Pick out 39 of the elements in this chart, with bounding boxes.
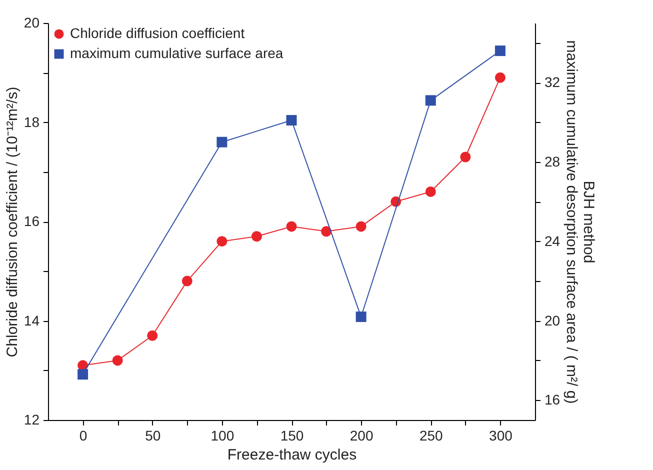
y2-tick-label: 16 bbox=[544, 392, 560, 408]
point bbox=[216, 136, 228, 148]
point bbox=[321, 226, 332, 237]
point bbox=[425, 186, 436, 197]
x-tick-label: 0 bbox=[79, 428, 88, 444]
point bbox=[460, 152, 471, 162]
point bbox=[112, 355, 123, 366]
x-tick-label: 150 bbox=[280, 428, 304, 444]
y2-tick-label: 20 bbox=[544, 312, 560, 328]
point bbox=[216, 236, 228, 247]
y-tick-label: 16 bbox=[24, 213, 40, 229]
point bbox=[494, 46, 506, 56]
point bbox=[356, 312, 366, 322]
x-tick-label: 50 bbox=[145, 428, 161, 444]
point bbox=[494, 72, 506, 83]
y-tick-label: 20 bbox=[24, 14, 40, 30]
x-tick-label: 300 bbox=[489, 428, 513, 444]
y2-tick-label: 24 bbox=[544, 232, 560, 249]
point bbox=[425, 95, 436, 106]
y-tick-label: 14 bbox=[24, 312, 40, 328]
point bbox=[78, 369, 88, 380]
point bbox=[286, 221, 297, 232]
legend-label: Chloride diffusion coefficient bbox=[70, 25, 245, 41]
y2-axis-title: BJH method maximum cumulative desorption surface area / ( m²/ g) bbox=[563, 40, 598, 404]
y2-tick-label: 28 bbox=[544, 153, 560, 170]
x-tick-label: 200 bbox=[350, 428, 374, 444]
y-tick-label: 12 bbox=[24, 412, 40, 428]
legend-label: maximum cumulative surface area bbox=[70, 45, 284, 61]
y-tick-label: 18 bbox=[24, 114, 40, 130]
x-tick-label: 250 bbox=[419, 428, 444, 444]
point bbox=[147, 330, 158, 341]
x-tick-label: 100 bbox=[210, 428, 234, 444]
point bbox=[356, 221, 366, 232]
point bbox=[286, 115, 297, 126]
point bbox=[251, 231, 262, 242]
x-axis-title: Freeze-thaw cycles bbox=[227, 446, 357, 464]
y-axis-title: Chloride diffusion coefficient / (10⁻¹²m²/s) bbox=[4, 86, 21, 358]
point bbox=[182, 276, 192, 286]
y2-tick-label: 32 bbox=[544, 74, 560, 90]
